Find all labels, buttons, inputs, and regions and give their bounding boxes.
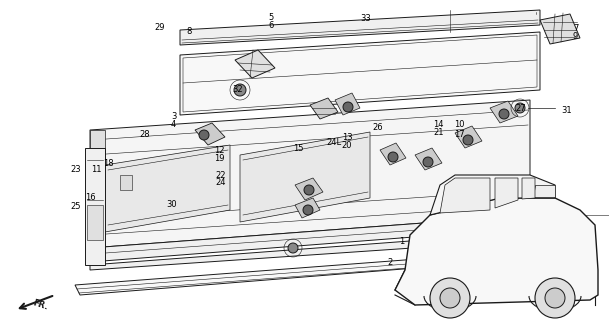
Polygon shape [85, 148, 105, 265]
Polygon shape [180, 10, 540, 45]
Text: 9: 9 [573, 32, 578, 41]
Text: 3: 3 [171, 112, 176, 121]
Polygon shape [540, 14, 580, 44]
Text: 24: 24 [216, 178, 227, 187]
Text: 20: 20 [342, 141, 353, 150]
Polygon shape [380, 143, 406, 165]
Circle shape [463, 135, 473, 145]
Text: 30: 30 [166, 200, 177, 209]
Circle shape [535, 278, 575, 318]
Text: 27: 27 [515, 104, 526, 113]
Polygon shape [533, 185, 555, 197]
Text: 16: 16 [85, 193, 96, 202]
Text: FR.: FR. [31, 298, 49, 312]
Text: 12: 12 [214, 146, 225, 155]
Polygon shape [87, 205, 103, 240]
Text: 17: 17 [454, 130, 465, 139]
Text: 11: 11 [91, 165, 102, 174]
Polygon shape [335, 93, 360, 115]
Text: 25: 25 [71, 202, 82, 211]
Polygon shape [522, 178, 535, 199]
Circle shape [440, 288, 460, 308]
Polygon shape [195, 123, 225, 145]
Text: 31: 31 [561, 106, 572, 115]
Polygon shape [240, 132, 370, 222]
Circle shape [388, 152, 398, 162]
Text: 19: 19 [214, 154, 225, 163]
Text: 7: 7 [573, 24, 578, 33]
Polygon shape [120, 175, 132, 190]
Polygon shape [495, 178, 518, 208]
Polygon shape [105, 145, 230, 232]
Polygon shape [295, 178, 323, 200]
Polygon shape [295, 198, 320, 218]
Text: 23: 23 [71, 165, 82, 174]
Circle shape [343, 102, 353, 112]
Circle shape [304, 185, 314, 195]
Polygon shape [310, 98, 338, 119]
Circle shape [423, 157, 433, 167]
Text: 15: 15 [293, 144, 304, 153]
Polygon shape [395, 198, 598, 305]
Polygon shape [430, 175, 555, 215]
Text: 21: 21 [433, 128, 444, 137]
Text: 24L: 24L [326, 138, 341, 147]
Text: 5: 5 [269, 13, 273, 22]
Polygon shape [90, 232, 530, 270]
Text: 14: 14 [433, 120, 444, 129]
Polygon shape [440, 178, 490, 213]
Text: 1: 1 [400, 237, 404, 246]
Text: 22: 22 [216, 171, 227, 180]
Text: 13: 13 [342, 133, 353, 142]
Text: 33: 33 [360, 14, 371, 23]
Circle shape [499, 109, 509, 119]
Text: 4: 4 [171, 120, 176, 129]
Polygon shape [415, 148, 442, 170]
Polygon shape [455, 126, 482, 148]
Text: 28: 28 [139, 130, 150, 139]
Text: 2: 2 [387, 258, 392, 267]
Circle shape [303, 205, 313, 215]
Text: 8: 8 [186, 28, 191, 36]
Circle shape [234, 84, 246, 96]
Text: 32: 32 [232, 85, 243, 94]
Polygon shape [90, 100, 530, 248]
Text: 26: 26 [372, 124, 383, 132]
Polygon shape [180, 32, 540, 115]
Text: 6: 6 [269, 21, 273, 30]
Polygon shape [90, 215, 530, 262]
Text: 10: 10 [454, 120, 465, 129]
Polygon shape [490, 101, 518, 123]
Circle shape [515, 103, 525, 113]
Circle shape [288, 243, 298, 253]
Polygon shape [90, 130, 105, 165]
Circle shape [430, 278, 470, 318]
Circle shape [545, 288, 565, 308]
Text: 29: 29 [154, 23, 165, 32]
Text: 18: 18 [103, 159, 114, 168]
Polygon shape [90, 232, 105, 248]
Polygon shape [235, 50, 275, 78]
Circle shape [199, 130, 209, 140]
Polygon shape [75, 252, 515, 295]
